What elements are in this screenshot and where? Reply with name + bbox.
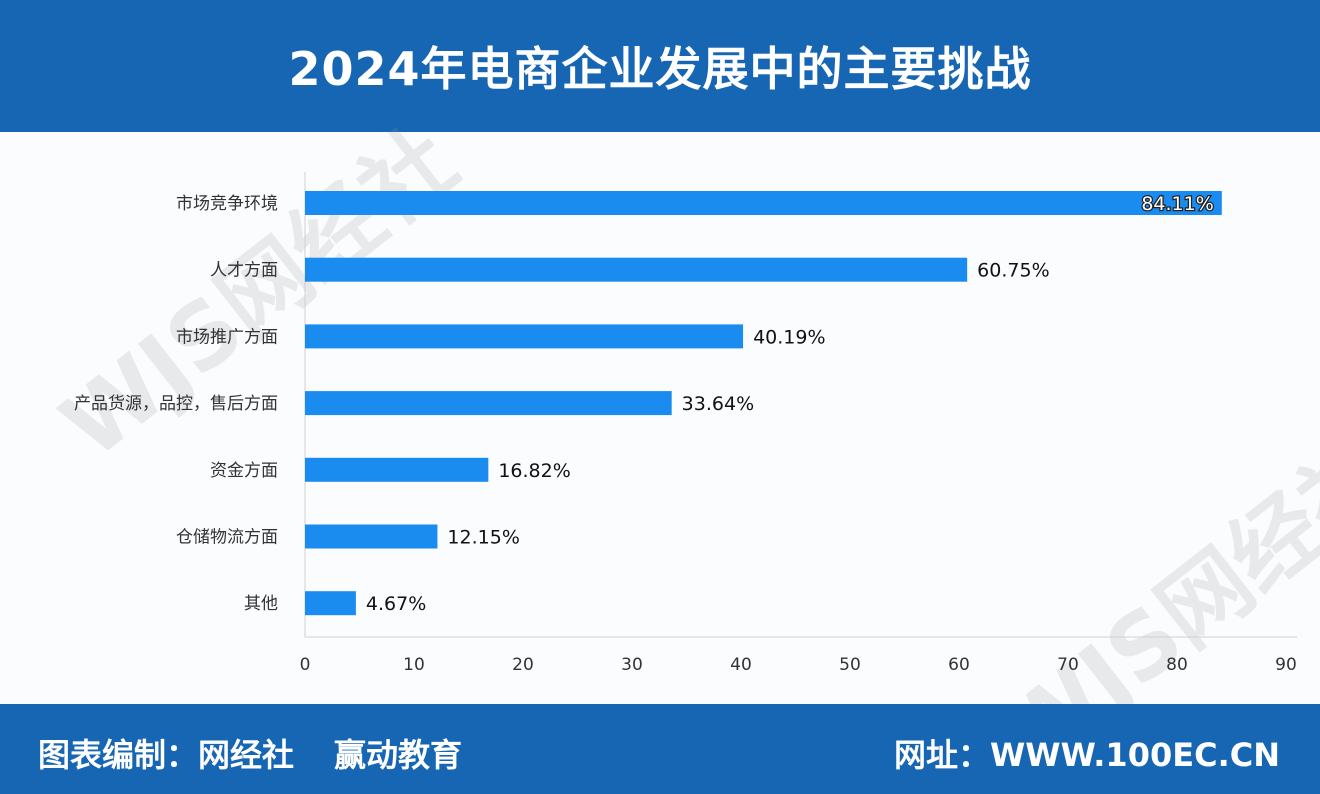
category-label: 市场竞争环境: [176, 194, 278, 214]
x-tick-label: 20: [512, 655, 534, 675]
x-tick-label: 0: [300, 655, 311, 675]
footer-bar: 图表编制：网经社 赢动教育 网址：WWW.100EC.CN: [0, 704, 1320, 794]
category-label: 仓储物流方面: [176, 528, 278, 548]
partner: 赢动教育: [334, 736, 463, 774]
x-tick-label: 10: [403, 655, 425, 675]
data-label: 84.11%: [1141, 193, 1213, 215]
x-tick-label: 40: [730, 655, 752, 675]
bar: [305, 591, 356, 616]
x-tick-label: 70: [1057, 655, 1079, 675]
category-label: 产品货源，品控，售后方面: [74, 394, 278, 414]
data-label: 16.82%: [498, 460, 570, 482]
x-tick-label: 80: [1166, 655, 1188, 675]
category-label: 人才方面: [210, 261, 278, 281]
bar: [305, 524, 438, 549]
compiled-by: 图表编制：网经社: [38, 736, 295, 774]
bar: [305, 257, 968, 282]
data-label: 60.75%: [977, 260, 1049, 282]
chart-title: 2024年电商企业发展中的主要挑战: [288, 42, 1032, 96]
title-bar: 2024年电商企业发展中的主要挑战: [0, 0, 1320, 132]
data-label: 40.19%: [753, 326, 825, 348]
data-label: 12.15%: [447, 527, 519, 549]
category-label: 其他: [244, 594, 278, 614]
category-label: 市场推广方面: [176, 327, 278, 347]
chart-panel: WJS网经社 WJS网经社: [0, 108, 1320, 789]
x-tick-label: 60: [948, 655, 970, 675]
x-tick-label: 90: [1275, 655, 1297, 675]
category-label: 资金方面: [210, 461, 278, 481]
data-label: 4.67%: [366, 593, 426, 615]
bar-chart: 0 10 20 30 40 50 60 70 80 90 市场竞争环境 84.11% 人才方面 60.75…: [74, 172, 1297, 675]
bar: [305, 457, 489, 482]
bar: [305, 391, 672, 416]
bar: [305, 191, 1222, 215]
bar: [305, 324, 744, 349]
data-label: 33.64%: [682, 393, 754, 415]
x-tick-label: 50: [839, 655, 861, 675]
website: 网址：WWW.100EC.CN: [893, 736, 1280, 774]
x-tick-label: 30: [621, 655, 643, 675]
